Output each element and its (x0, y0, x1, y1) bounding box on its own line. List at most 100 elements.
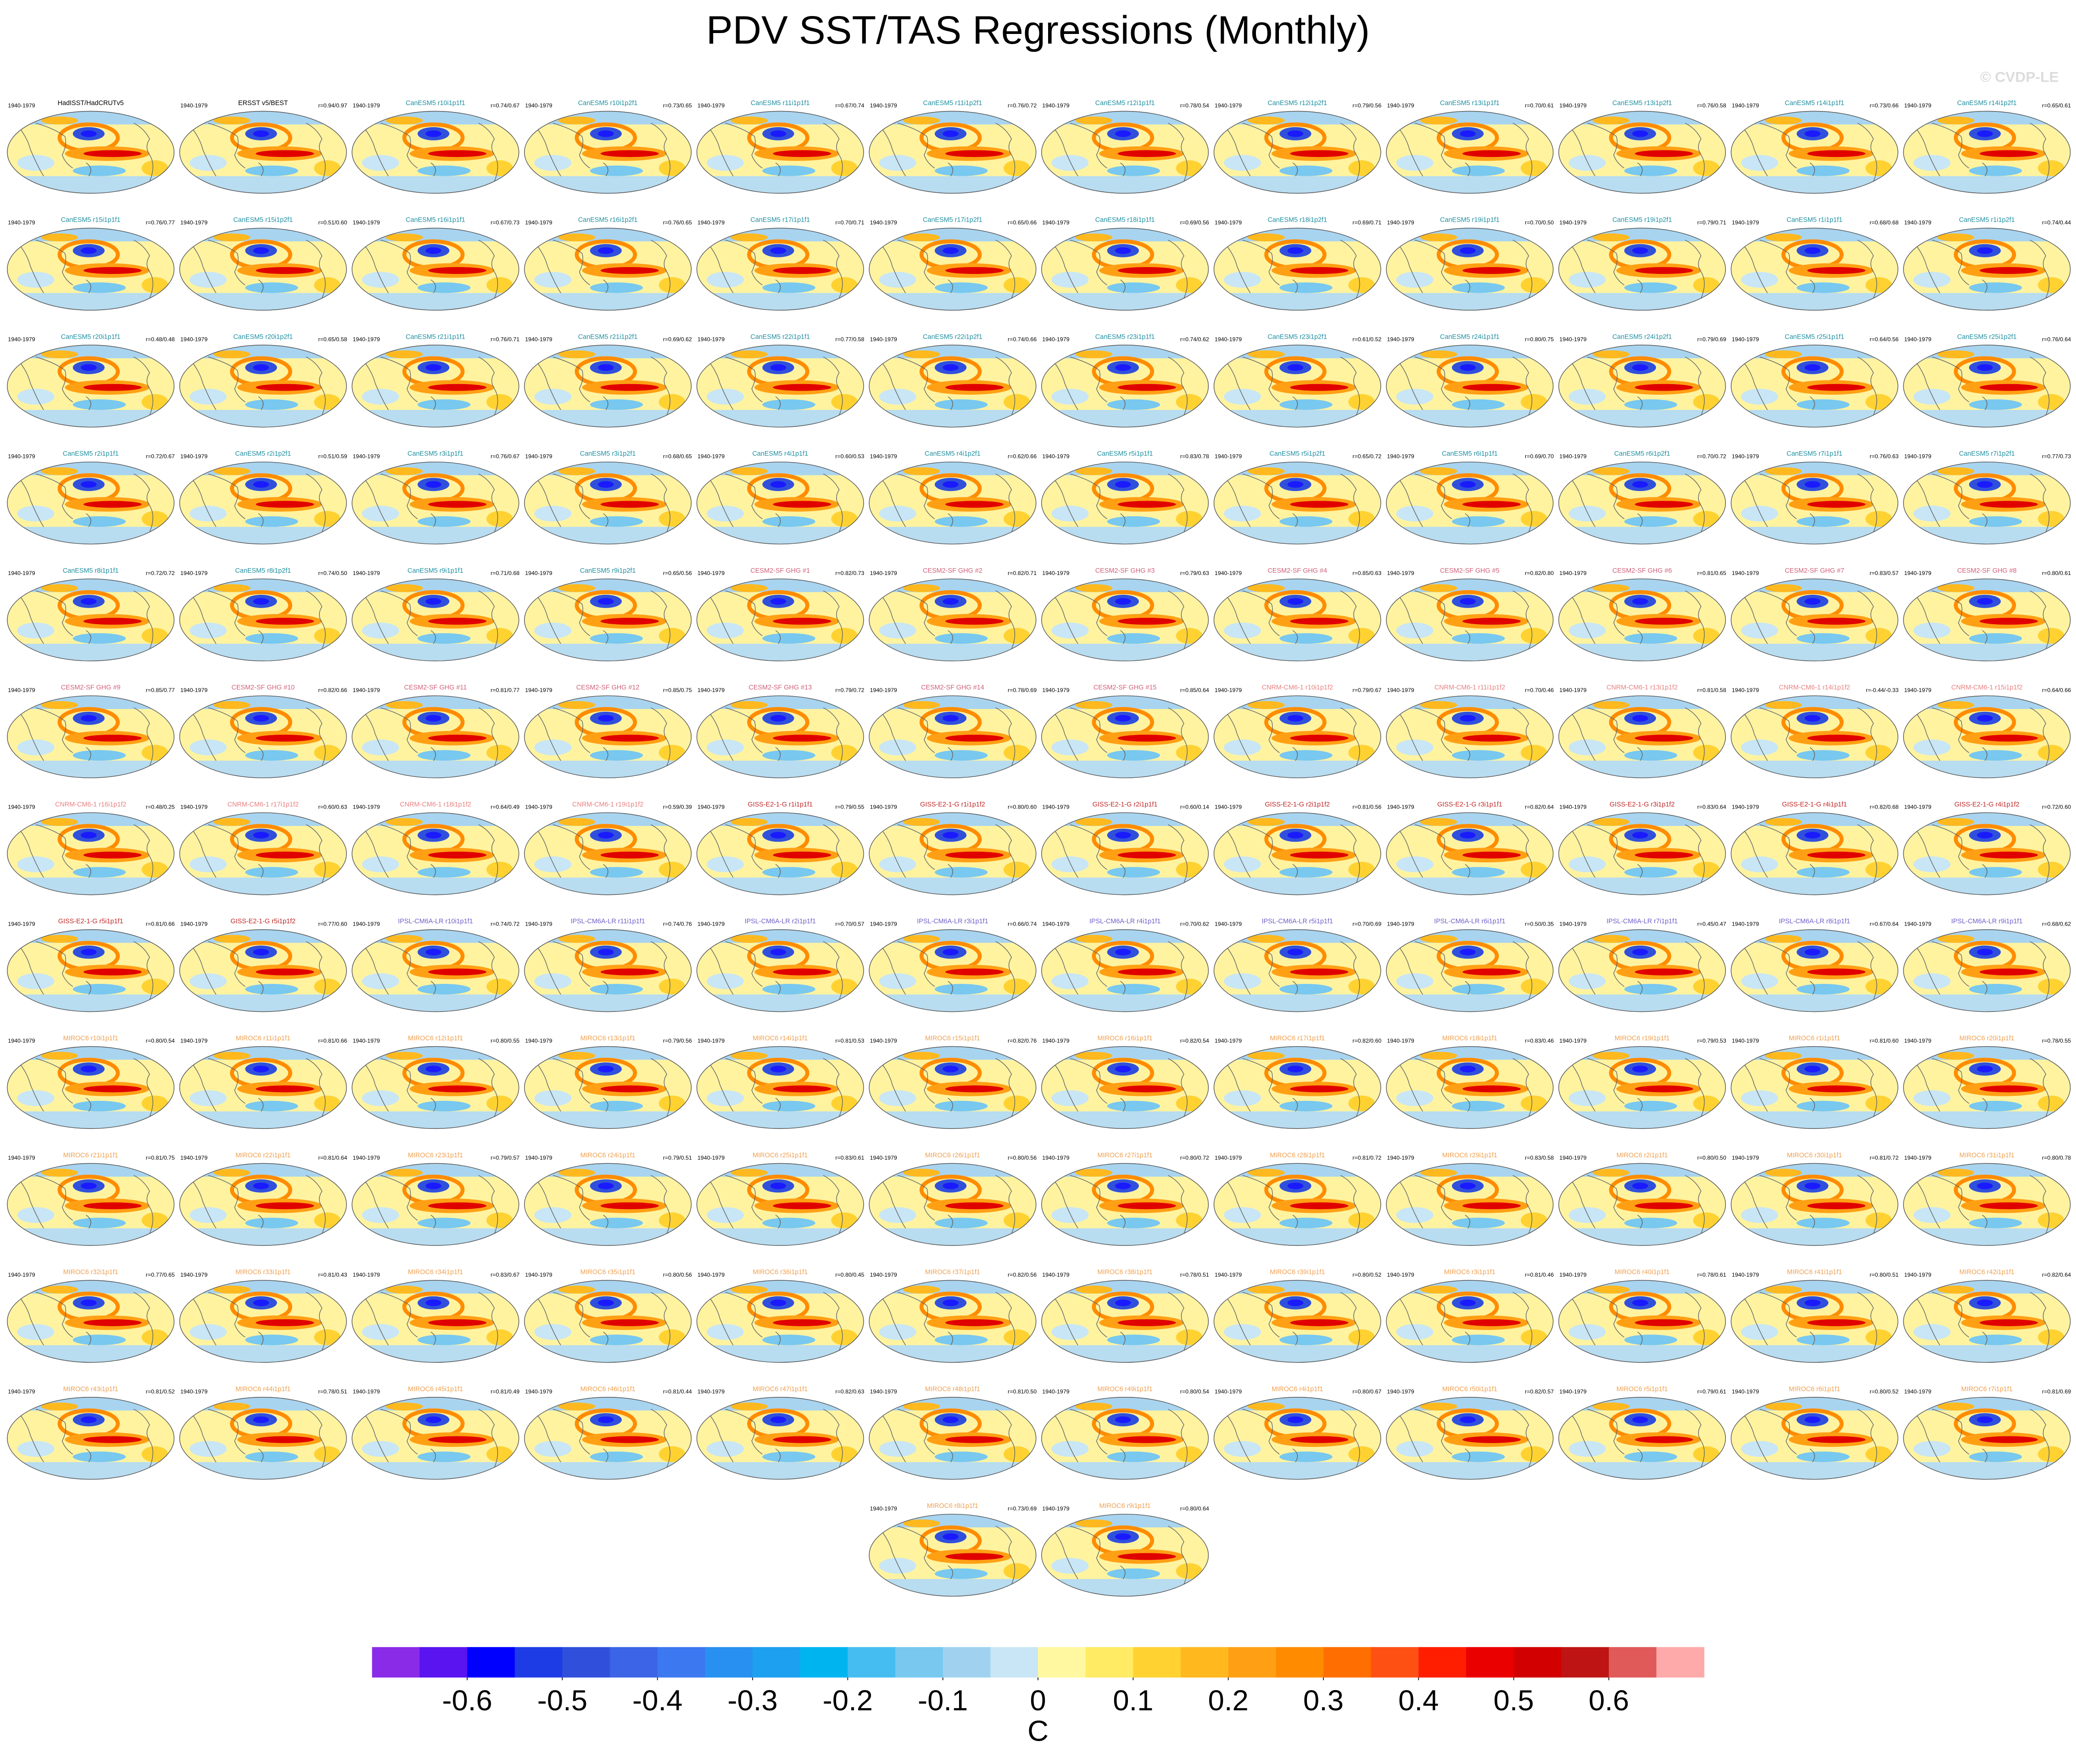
panel-period: 1940-1979 (1042, 1505, 1069, 1512)
panel-title: MIROC6 r28i1p1f1 (1270, 1152, 1325, 1159)
map-panel: 1940-1979 CanESM5 r11i1p2f1 r=0.76/0.72 (869, 100, 1037, 195)
colorbar-tick-label: 0.6 (1589, 1685, 1629, 1717)
panel-period: 1940-1979 (698, 336, 725, 343)
panel-correlation: r=0.73/0.66 (1870, 102, 1898, 109)
panel-title: CanESM5 r21i1p2f1 (578, 333, 638, 341)
colorbar-tick-label: 0.2 (1208, 1685, 1249, 1717)
panel-title: CNRM-CM6-1 r17i1p1f2 (228, 801, 299, 808)
map-panel: 1940-1979 GISS-E2-1-G r1i1p1f2 r=0.80/0.60 (869, 801, 1037, 896)
panel-title: MIROC6 r13i1p1f1 (580, 1035, 636, 1042)
colorbar-tick-label: -0.6 (442, 1685, 492, 1717)
map-panel: 1940-1979 CanESM5 r4i1p2f1 r=0.62/0.66 (869, 450, 1037, 545)
panel-title: CNRM-CM6-1 r15i1p1f2 (1951, 684, 2022, 692)
map (524, 1045, 692, 1130)
panel-correlation: r=0.65/0.56 (663, 570, 692, 576)
map-panel: 1940-1979 IPSL-CM6A-LR r11i1p1f1 r=0.74/0.… (524, 918, 692, 1013)
panel-title: IPSL-CM6A-LR r4i1p1f1 (1089, 918, 1161, 925)
panel-period: 1940-1979 (353, 1038, 380, 1044)
panel-correlation: r=0.59/0.39 (663, 804, 692, 810)
map-panel: 1940-1979 CanESM5 r17i1p1f1 r=0.70/0.71 (696, 217, 865, 312)
panel-correlation: r=0.64/0.56 (1870, 336, 1898, 343)
map-panel: 1940-1979 MIROC6 r38i1p1f1 r=0.78/0.51 (1041, 1269, 1209, 1364)
panel-period: 1940-1979 (1559, 336, 1586, 343)
panel-title: MIROC6 r46i1p1f1 (580, 1385, 636, 1393)
map-panel: 1940-1979 CNRM-CM6-1 r13i1p1f2 r=0.81/0.58 (1558, 684, 1726, 779)
map-panel: 1940-1979 IPSL-CM6A-LR r3i1p1f1 r=0.66/0.7… (869, 918, 1037, 1013)
panel-title: CanESM5 r2i1p2f1 (235, 450, 291, 458)
map (1213, 928, 1381, 1013)
map-panel: 1940-1979 MIROC6 r32i1p1f1 r=0.77/0.65 (6, 1269, 175, 1364)
panel-title: IPSL-CM6A-LR r6i1p1f1 (1434, 918, 1505, 925)
map (1041, 1279, 1209, 1364)
panel-title: MIROC6 r19i1p1f1 (1614, 1035, 1669, 1042)
panel-period: 1940-1979 (1215, 804, 1242, 810)
panel-title: GISS-E2-1-G r1i1p1f2 (920, 801, 985, 808)
panel-period: 1940-1979 (353, 102, 380, 109)
panel-title: CNRM-CM6-1 r18i1p1f2 (400, 801, 471, 808)
panel-correlation: r=0.74/0.66 (1008, 336, 1037, 343)
panel-correlation: r=0.82/0.80 (1525, 570, 1554, 576)
panel-period: 1940-1979 (1559, 453, 1586, 459)
panel-correlation: r=0.74/0.50 (318, 570, 347, 576)
panel-title: CanESM5 r21i1p1f1 (406, 333, 465, 341)
map (1730, 1396, 1898, 1481)
map (179, 227, 347, 312)
panel-title: CESM2-SF GHG #1 (750, 567, 810, 575)
map (696, 578, 864, 663)
panel-correlation: r=0.82/0.68 (1870, 804, 1898, 810)
panel-title: MIROC6 r20i1p1f1 (1959, 1035, 2015, 1042)
panel-correlation: r=0.80/0.67 (1352, 1389, 1381, 1395)
panel-title: CESM2-SF GHG #4 (1267, 567, 1327, 575)
map-panel: 1940-1979 MIROC6 r31i1p1f1 r=0.80/0.78 (1903, 1152, 2071, 1247)
map-panel: 1940-1979 MIROC6 r12i1p1f1 r=0.80/0.55 (352, 1035, 520, 1130)
panel-title: CESM2-SF GHG #12 (576, 684, 640, 692)
panel-title: CanESM5 r9i1p1f1 (407, 567, 463, 575)
panel-title: CESM2-SF GHG #14 (921, 684, 984, 692)
panel-period: 1940-1979 (8, 453, 35, 459)
map-panel: 1940-1979 CanESM5 r12i1p2f1 r=0.79/0.56 (1213, 100, 1382, 195)
panel-correlation: r=0.82/0.54 (1180, 1038, 1209, 1044)
panel-title: CanESM5 r20i1p2f1 (233, 333, 293, 341)
panel-period: 1940-1979 (180, 1272, 207, 1278)
map (1730, 461, 1898, 546)
panel-title: CanESM5 r16i1p1f1 (406, 217, 465, 224)
map (524, 1279, 692, 1364)
panel-correlation: r=0.71/0.68 (491, 570, 519, 576)
panel-correlation: r=0.81/0.66 (146, 921, 175, 927)
map-panel: 1940-1979 MIROC6 r49i1p1f1 r=0.80/0.54 (1041, 1385, 1209, 1480)
panel-title: CanESM5 r24i1p1f1 (1440, 333, 1500, 341)
panel-period: 1940-1979 (353, 687, 380, 693)
panel-title: MIROC6 r31i1p1f1 (1959, 1152, 2015, 1159)
map (179, 694, 347, 779)
map-panel: 1940-1979 CESM2-SF GHG #14 r=0.78/0.69 (869, 684, 1037, 779)
panel-correlation: r=0.62/0.66 (1008, 453, 1037, 459)
colorbar-label: C (1027, 1715, 1049, 1747)
panel-title: MIROC6 r34i1p1f1 (408, 1269, 463, 1276)
panel-period: 1940-1979 (525, 921, 552, 927)
panel-title: CanESM5 r7i1p1f1 (1786, 450, 1842, 458)
map-panel: 1940-1979 CanESM5 r7i1p1f1 r=0.76/0.63 (1730, 450, 1899, 545)
map (524, 344, 692, 429)
panel-correlation: r=0.70/0.71 (835, 219, 864, 226)
colorbar-box (1418, 1647, 1467, 1678)
map (1213, 1162, 1381, 1247)
map (869, 227, 1037, 312)
colorbar-box (1656, 1647, 1705, 1678)
panel-title: CESM2-SF GHG #3 (1095, 567, 1155, 575)
map-panel: 1940-1979 MIROC6 r10i1p1f1 r=0.80/0.54 (6, 1035, 175, 1130)
panel-correlation: r=0.82/0.57 (1525, 1389, 1554, 1395)
panel-title: MIROC6 r17i1p1f1 (1270, 1035, 1325, 1042)
panel-period: 1940-1979 (1215, 1389, 1242, 1395)
panel-period: 1940-1979 (525, 570, 552, 576)
map (1730, 1279, 1898, 1364)
panel-period: 1940-1979 (525, 219, 552, 226)
panel-period: 1940-1979 (1732, 102, 1759, 109)
map-panel: 1940-1979 MIROC6 r16i1p1f1 r=0.82/0.54 (1041, 1035, 1209, 1130)
panel-period: 1940-1979 (1042, 1389, 1069, 1395)
colorbar-box (895, 1647, 943, 1678)
map-panel: 1940-1979 CESM2-SF GHG #7 r=0.83/0.57 (1730, 567, 1899, 662)
panel-title: CNRM-CM6-1 r16i1p1f2 (55, 801, 126, 808)
panel-correlation: r=0.65/0.61 (2042, 102, 2071, 109)
panel-period: 1940-1979 (1215, 336, 1242, 343)
